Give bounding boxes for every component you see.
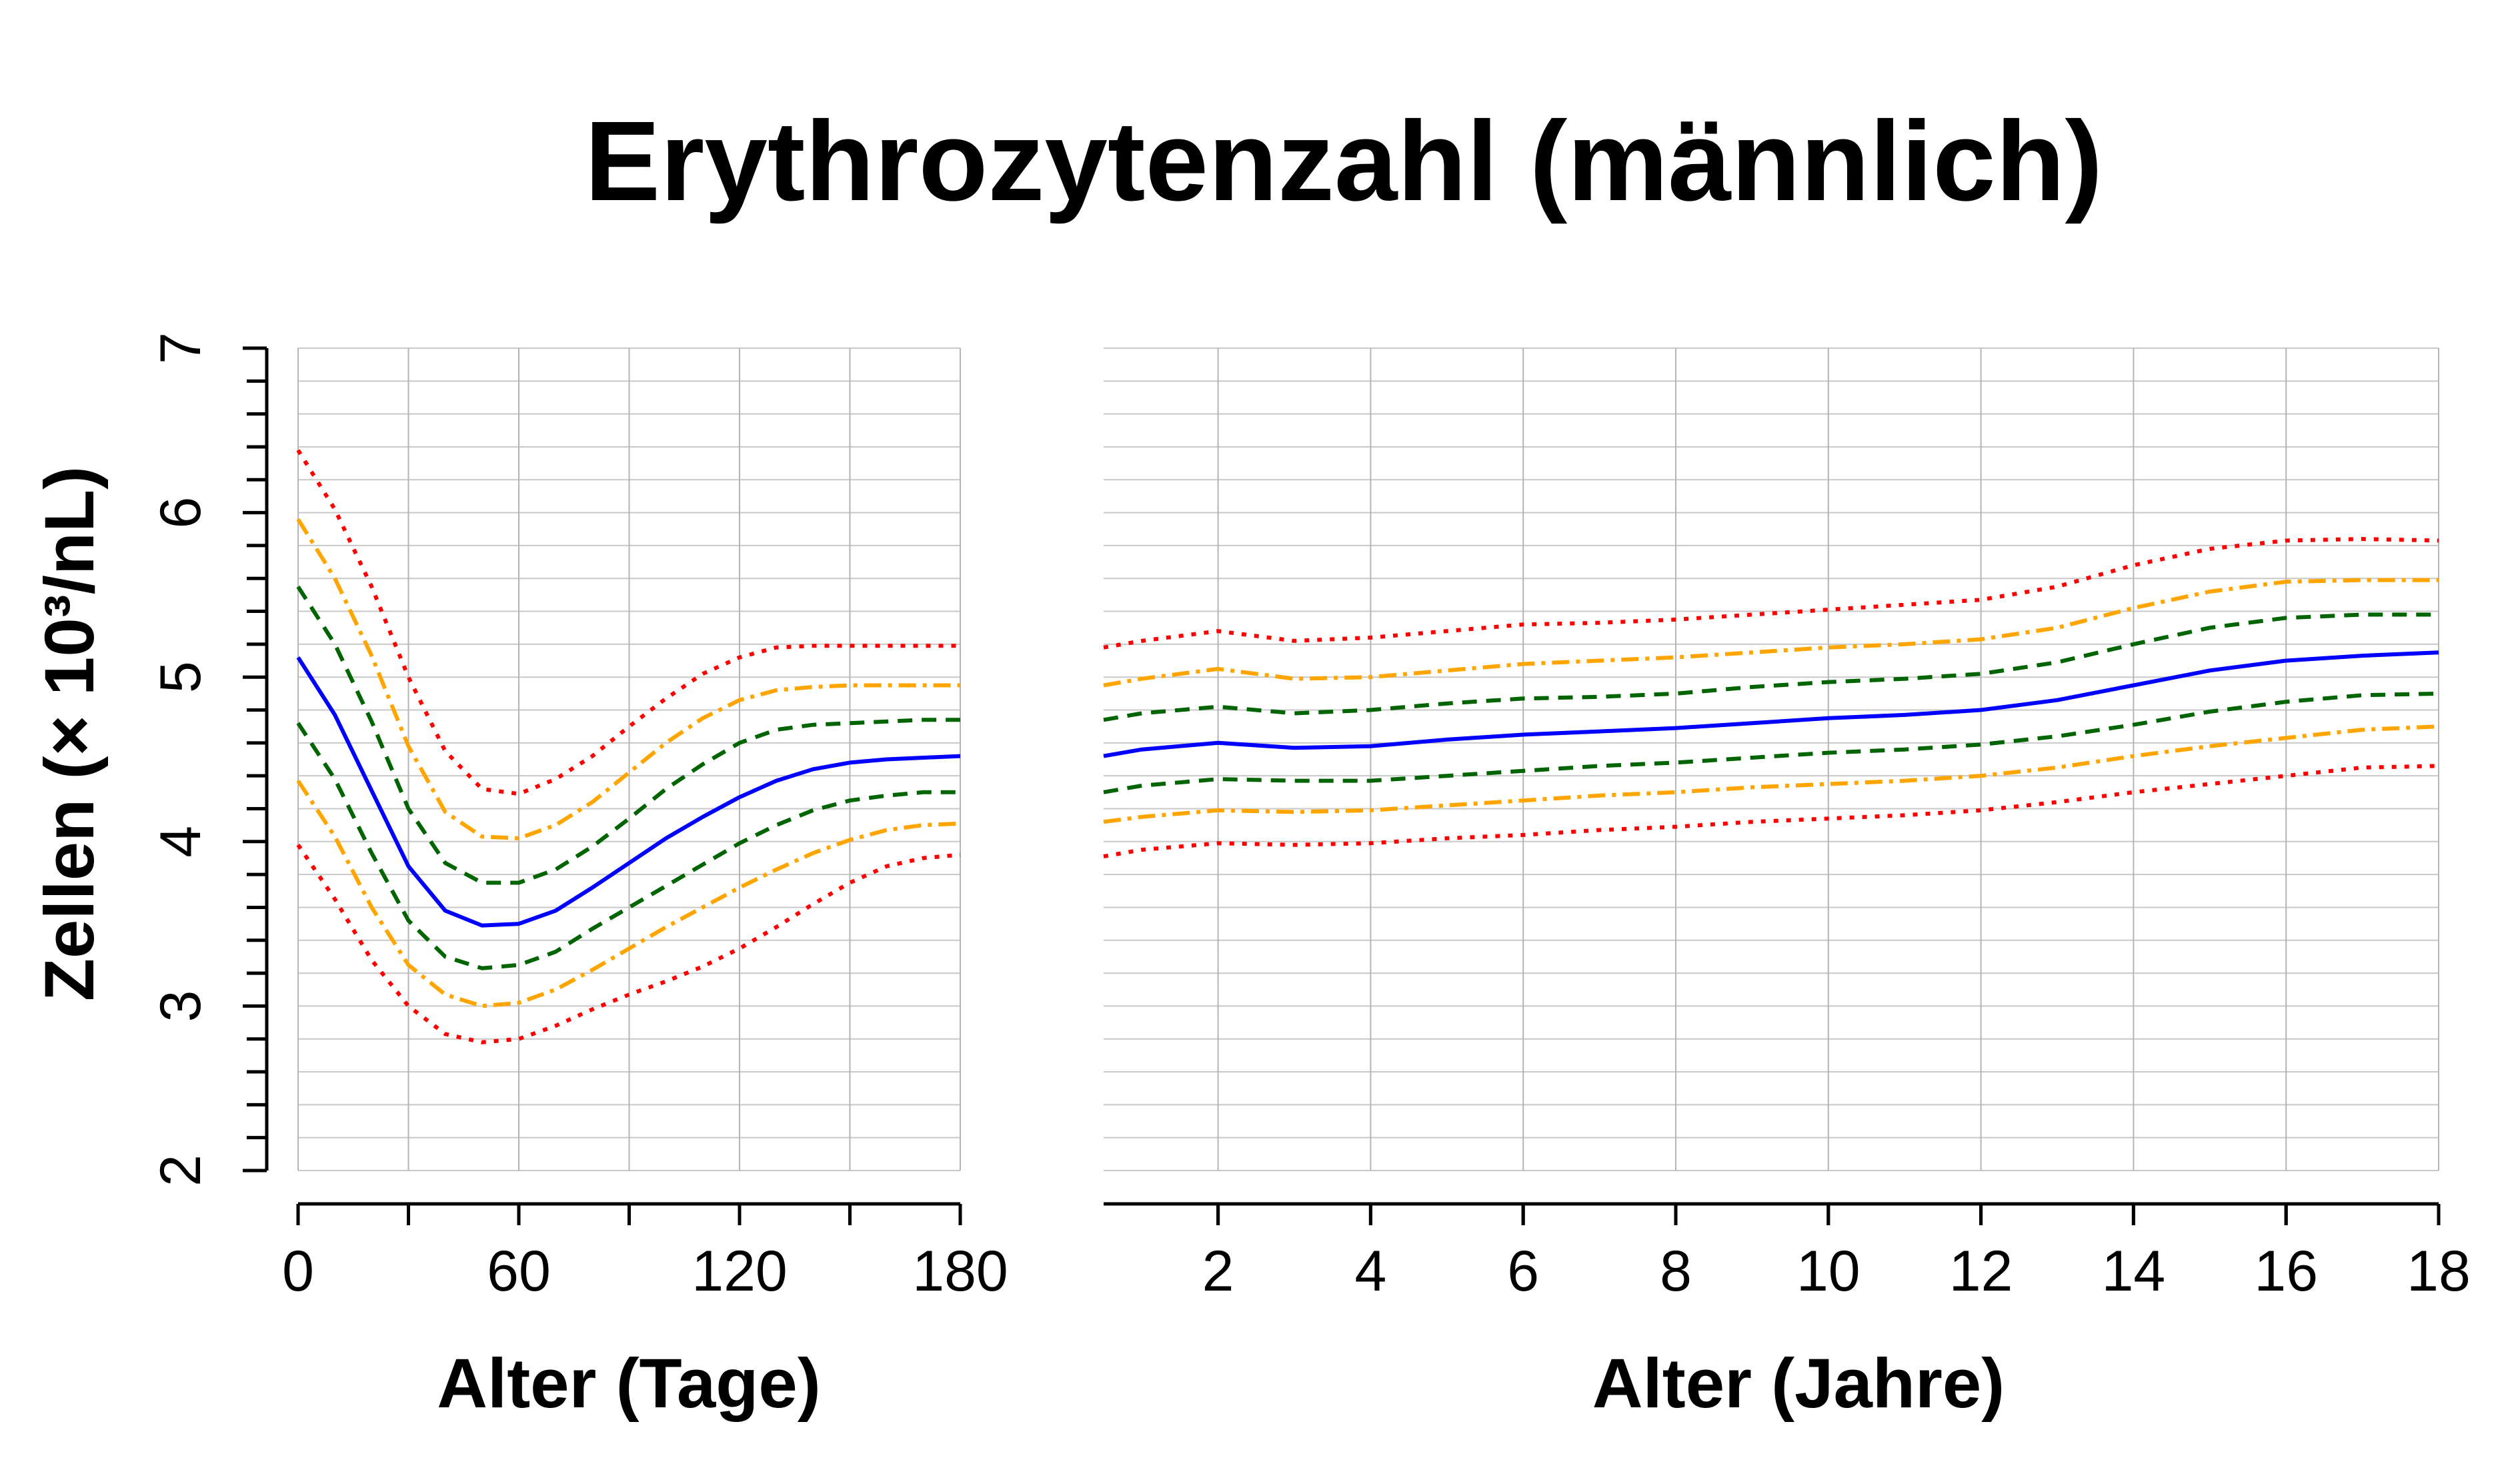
series-line-years-1 <box>1103 578 2439 688</box>
x-tick-label-years: 16 <box>2254 1239 2318 1303</box>
x-tick-label-years: 12 <box>1949 1239 2013 1303</box>
series-line-years-0 <box>1103 537 2439 650</box>
y-tick-label: 4 <box>149 826 213 858</box>
x-axis-label-years: Alter (Jahre) <box>1592 1345 2005 1423</box>
x-tick-label-days: 180 <box>912 1239 1008 1303</box>
x-tick-label-days: 60 <box>487 1239 551 1303</box>
y-tick-label: 3 <box>149 990 213 1022</box>
series-line-years-5 <box>1103 724 2439 824</box>
series-line-days-3 <box>296 656 961 928</box>
series-line-days-5 <box>296 779 961 1008</box>
y-axis-label: Zellen (× 10³/nL) <box>31 466 109 1001</box>
y-tick-label: 5 <box>149 661 213 693</box>
x-tick-label-days: 120 <box>692 1239 788 1303</box>
x-tick-label-years: 10 <box>1796 1239 1860 1303</box>
y-tick-label: 7 <box>149 332 213 364</box>
plot-layer: 0 60 120 180 2 4 6 8 10 12 14 16 18 2 3 4 5 6 7 <box>149 332 2471 1303</box>
series-line-days-2 <box>296 585 960 885</box>
x-tick-label-years: 2 <box>1202 1239 1234 1303</box>
series-line-days-0 <box>296 449 960 796</box>
x-tick-label-years: 18 <box>2407 1239 2471 1303</box>
y-tick-label: 6 <box>149 497 213 529</box>
x-tick-label-years: 6 <box>1507 1239 1539 1303</box>
x-tick-label-years: 8 <box>1660 1239 1692 1303</box>
y-tick-label: 2 <box>149 1155 213 1187</box>
series-line-years-3 <box>1103 650 2439 758</box>
series-line-years-4 <box>1103 691 2439 794</box>
chart-title: Erythrozytenzahl (männlich) <box>585 98 2103 225</box>
series-line-days-1 <box>296 518 960 840</box>
x-tick-label-days: 0 <box>282 1239 314 1303</box>
x-tick-label-years: 14 <box>2102 1239 2166 1303</box>
series-line-years-6 <box>1103 764 2439 858</box>
x-axis-label-days: Alter (Tage) <box>437 1345 821 1423</box>
series-line-days-4 <box>296 722 960 970</box>
series-line-years-2 <box>1103 612 2439 722</box>
x-tick-label-years: 4 <box>1354 1239 1386 1303</box>
